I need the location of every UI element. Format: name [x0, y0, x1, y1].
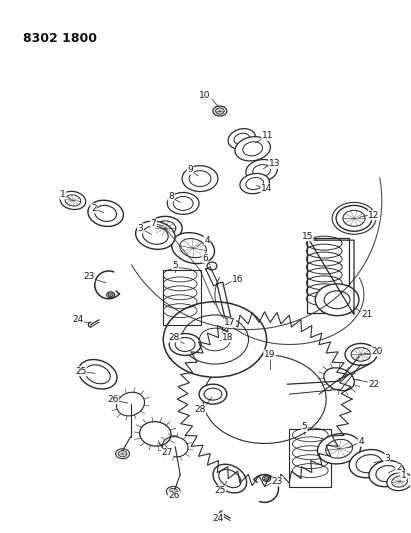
Text: 28: 28	[169, 333, 180, 342]
Ellipse shape	[60, 191, 86, 209]
Text: 8302 1800: 8302 1800	[23, 31, 97, 45]
Text: 26: 26	[107, 394, 118, 403]
Ellipse shape	[115, 449, 129, 459]
Text: 7: 7	[150, 219, 156, 228]
Text: 24: 24	[212, 514, 224, 523]
Text: 27: 27	[162, 448, 173, 457]
Ellipse shape	[107, 292, 115, 298]
Ellipse shape	[213, 464, 247, 493]
Ellipse shape	[246, 159, 277, 182]
Text: 12: 12	[368, 211, 379, 220]
Ellipse shape	[369, 461, 404, 487]
Ellipse shape	[207, 262, 217, 270]
Text: 14: 14	[261, 184, 272, 193]
Bar	[307, 238, 349, 313]
Ellipse shape	[167, 192, 199, 214]
Bar	[163, 270, 201, 325]
Text: 10: 10	[199, 91, 211, 100]
Text: 26: 26	[169, 491, 180, 500]
Ellipse shape	[136, 221, 175, 249]
Ellipse shape	[163, 302, 267, 377]
Ellipse shape	[169, 334, 201, 356]
Text: 1: 1	[401, 471, 406, 480]
Ellipse shape	[148, 216, 182, 240]
Ellipse shape	[387, 472, 411, 490]
Text: 25: 25	[75, 367, 87, 376]
Ellipse shape	[79, 360, 117, 389]
Text: 4: 4	[358, 437, 364, 446]
Ellipse shape	[349, 449, 388, 478]
Text: 17: 17	[224, 318, 236, 327]
Ellipse shape	[182, 166, 218, 191]
Text: 20: 20	[371, 347, 383, 356]
Text: 19: 19	[264, 350, 275, 359]
Ellipse shape	[228, 128, 255, 149]
Ellipse shape	[263, 475, 270, 481]
Ellipse shape	[317, 434, 361, 464]
Ellipse shape	[240, 173, 270, 193]
Text: 3: 3	[384, 454, 390, 463]
Text: 2: 2	[91, 204, 97, 213]
Text: 28: 28	[194, 405, 206, 414]
Text: 23: 23	[83, 272, 95, 281]
Text: 25: 25	[214, 486, 226, 495]
Text: 2: 2	[396, 463, 402, 472]
Text: 21: 21	[361, 310, 373, 319]
Ellipse shape	[345, 343, 377, 365]
Ellipse shape	[172, 233, 215, 264]
Text: 8: 8	[169, 192, 174, 201]
Text: 24: 24	[72, 315, 83, 324]
Ellipse shape	[166, 487, 180, 496]
Text: 22: 22	[368, 379, 379, 389]
Ellipse shape	[199, 384, 227, 404]
Ellipse shape	[235, 136, 270, 161]
Bar	[289, 429, 331, 487]
Text: 4: 4	[204, 236, 210, 245]
Text: 15: 15	[302, 232, 313, 241]
Ellipse shape	[213, 106, 227, 116]
Ellipse shape	[88, 200, 123, 227]
Text: 5: 5	[301, 423, 307, 431]
Text: 11: 11	[262, 132, 273, 140]
Text: 1: 1	[60, 190, 66, 199]
Text: 18: 18	[222, 333, 233, 342]
Text: 9: 9	[187, 165, 193, 174]
Text: 16: 16	[232, 276, 244, 285]
Text: 5: 5	[172, 261, 178, 270]
Ellipse shape	[336, 205, 372, 231]
Text: 13: 13	[269, 159, 280, 168]
Text: 23: 23	[272, 477, 283, 486]
Text: 6: 6	[202, 254, 208, 263]
Ellipse shape	[315, 284, 359, 316]
Text: 3: 3	[138, 224, 143, 233]
